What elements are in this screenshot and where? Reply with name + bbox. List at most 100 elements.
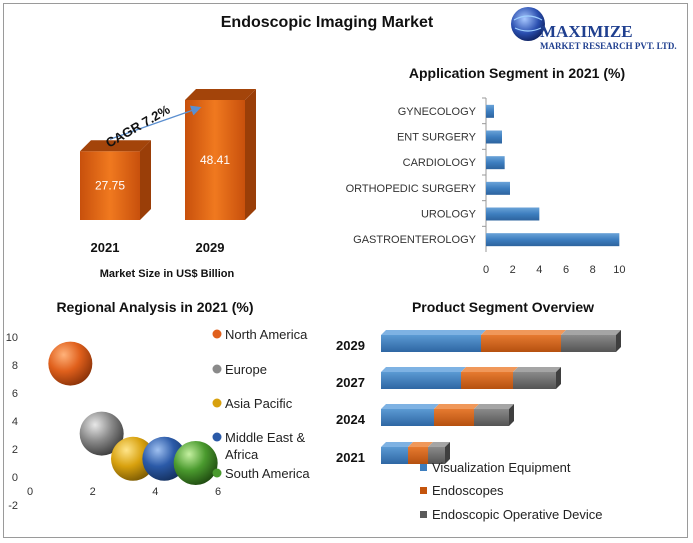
- x-tick-label: 4: [152, 486, 158, 498]
- legend-label: Endoscopes: [432, 483, 504, 498]
- y-tick-label: UROLOGY: [421, 209, 477, 221]
- chart-title: Regional Analysis in 2021 (%): [56, 299, 253, 315]
- bar-value-label: 27.75: [95, 179, 125, 193]
- x-axis-label: Market Size in US$ Billion: [100, 268, 235, 280]
- y-tick-label: 2029: [336, 338, 365, 353]
- y-tick-label: 2024: [336, 412, 366, 427]
- logo-subtitle: MARKET RESEARCH PVT. LTD.: [540, 41, 677, 51]
- segment-endoscopes-2024: [434, 409, 474, 426]
- bar-top-2021: [80, 140, 151, 152]
- bar-top-2029: [185, 89, 256, 100]
- bubble-south-america: [173, 441, 218, 485]
- bar-ent-surgery: [486, 130, 502, 144]
- segment-top: [381, 367, 466, 372]
- segment-top: [408, 442, 433, 447]
- x-tick-label: 2: [90, 486, 96, 498]
- bar-orthopedic-surgery: [486, 181, 510, 195]
- x-tick-label: 10: [613, 264, 625, 276]
- segment-visualization-equipment-2029: [381, 335, 481, 352]
- bar-end: [616, 330, 621, 352]
- legend-marker: [212, 468, 222, 478]
- bar-end: [509, 404, 514, 426]
- legend-marker: [420, 511, 427, 518]
- legend-label: North America: [225, 327, 308, 342]
- segment-endoscopic-operative-device-2024: [474, 409, 509, 426]
- y-tick-label: CARDIOLOGY: [403, 157, 477, 169]
- segment-top: [481, 330, 566, 335]
- x-tick-label: 0: [483, 264, 489, 276]
- legend-label-line: Africa: [225, 447, 259, 462]
- bar-2021: [80, 151, 140, 220]
- x-tick-label: 2021: [91, 240, 120, 255]
- bar-urology: [486, 207, 540, 221]
- bar-side-2029: [245, 89, 256, 220]
- legend-marker: [212, 364, 222, 374]
- y-tick-label: 2: [12, 444, 18, 456]
- bar-end: [556, 367, 561, 389]
- regional-analysis-chart: Regional Analysis in 2021 (%) 10 8 6 4 2 0 -2 0 2…: [6, 299, 311, 512]
- x-tick-label: 2029: [196, 240, 225, 255]
- x-tick-label: 6: [563, 264, 569, 276]
- legend-marker: [420, 464, 427, 471]
- legend-label: Europe: [225, 362, 267, 377]
- bar-gastroenterology: [486, 233, 620, 247]
- y-tick-label: GASTROENTEROLOGY: [353, 234, 477, 246]
- segment-top: [381, 404, 439, 409]
- main-title: Endoscopic Imaging Market: [221, 14, 434, 31]
- legend-label: Visualization Equipment: [432, 460, 571, 475]
- y-tick-label: 6: [12, 388, 18, 400]
- product-segment-chart: Product Segment Overview 2029 2027 2024 2021…: [336, 299, 621, 522]
- x-tick-label: 0: [27, 486, 33, 498]
- legend-label: South America: [225, 466, 310, 481]
- y-tick-label: 10: [6, 332, 18, 344]
- y-tick-label: 4: [12, 416, 18, 428]
- segment-top: [561, 330, 621, 335]
- legend-marker: [212, 432, 222, 442]
- bar-gynecology: [486, 104, 494, 118]
- bar-value-label: 48.41: [200, 153, 230, 167]
- x-tick-label: 6: [215, 486, 221, 498]
- company-logo: MAXIMIZE MARKET RESEARCH PVT. LTD.: [511, 7, 677, 51]
- y-tick-label: 8: [12, 360, 18, 372]
- y-tick-label: ORTHOPEDIC SURGERY: [346, 183, 477, 195]
- y-tick-label: -2: [8, 500, 18, 512]
- segment-visualization-equipment-2027: [381, 372, 461, 389]
- segment-visualization-equipment-2021: [381, 447, 408, 464]
- segment-top: [461, 367, 518, 372]
- segment-visualization-equipment-2024: [381, 409, 434, 426]
- segment-endoscopes-2027: [461, 372, 513, 389]
- legend-label: Asia Pacific: [225, 396, 293, 411]
- y-tick-label: 0: [12, 472, 18, 484]
- cagr-arrow: [109, 105, 202, 140]
- logo-name: MAXIMIZE: [540, 22, 633, 41]
- x-tick-label: 2: [510, 264, 516, 276]
- x-tick-label: 8: [590, 264, 596, 276]
- bar-2029: [185, 100, 245, 220]
- bubble-north-america: [48, 341, 93, 386]
- segment-top: [381, 330, 486, 335]
- legend-label: Middle East & Africa: [225, 430, 306, 462]
- legend-label-line: Middle East &: [225, 430, 306, 445]
- legend-marker: [420, 487, 427, 494]
- segment-endoscopic-operative-device-2021: [428, 447, 445, 464]
- bar-side-2021: [140, 140, 151, 220]
- segment-endoscopes-2029: [481, 335, 561, 352]
- segment-top: [428, 442, 450, 447]
- y-tick-label: ENT SURGERY: [397, 132, 477, 144]
- bubble-asia-pacific: [111, 436, 155, 481]
- bar-cardiology: [486, 156, 505, 170]
- globe-icon: [511, 7, 545, 41]
- y-tick-label: 2027: [336, 375, 365, 390]
- bar-end: [445, 442, 450, 464]
- y-tick-label: 2021: [336, 450, 365, 465]
- bubble-europe: [79, 411, 124, 456]
- application-segment-chart: Application Segment in 2021 (%) GYNECOLOG…: [346, 65, 626, 276]
- segment-endoscopes-2021: [408, 447, 428, 464]
- x-tick-label: 4: [536, 264, 542, 276]
- segment-top: [381, 442, 413, 447]
- segment-top: [474, 404, 514, 409]
- segment-top: [434, 404, 479, 409]
- legend-marker: [212, 398, 222, 408]
